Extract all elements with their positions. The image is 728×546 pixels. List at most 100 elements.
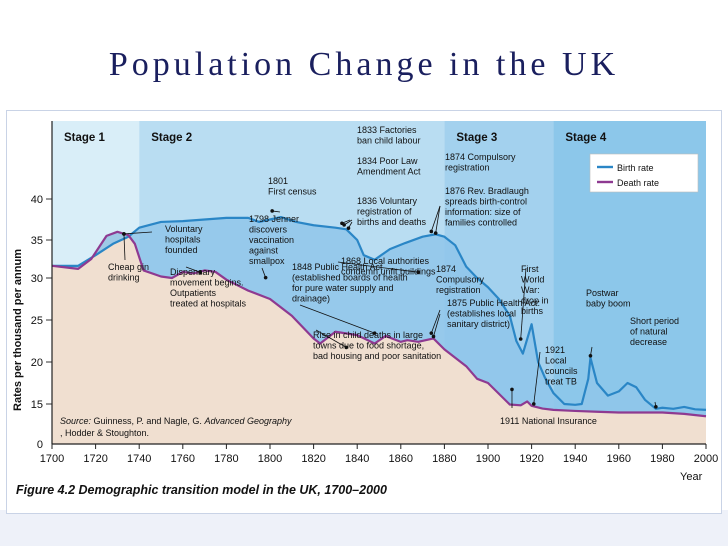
annotation-line: families controlled — [445, 218, 517, 228]
annotation-arrow — [520, 267, 527, 340]
annotation-line: councils — [545, 366, 578, 376]
annotation-arrowhead — [654, 405, 658, 409]
annotation-line: condemn unfit buildings — [341, 267, 436, 277]
annotation-text: 1868 Local authorities condemn unfit buil… — [341, 256, 436, 277]
y-tick-label: 0 — [37, 439, 43, 451]
annotation-line: treat TB — [545, 377, 577, 387]
annotation: Cheap gin drinking — [108, 232, 149, 283]
annotation-text: Rise in child deaths in large towns due t… — [313, 330, 441, 361]
annotation-line: sanitary district) — [447, 319, 510, 329]
annotation: Dispensary movement begins. Outpatients tre… — [170, 266, 247, 309]
x-tick-label: 1940 — [563, 453, 587, 465]
annotation-line: ban child labour — [357, 136, 421, 146]
annotation-line: treated at hospitals — [170, 299, 247, 309]
x-tick-label: 1900 — [476, 453, 500, 465]
annotation-arrowhead — [416, 270, 421, 275]
annotation-line: for pure water supply and — [292, 283, 394, 293]
source-prefix: Source: — [60, 416, 92, 426]
source-authors: Guinness, P. and Nagle, G. — [91, 416, 204, 426]
x-tick-label: 1820 — [301, 453, 325, 465]
annotation: 1921 Local councils treat TB — [531, 345, 578, 406]
stage-label-4: Stage 4 — [565, 132, 607, 144]
annotation-arrow — [430, 309, 441, 334]
annotation-line: War: — [521, 285, 540, 295]
stage-label-3: Stage 3 — [456, 132, 497, 144]
annotation-line: drop in — [521, 296, 549, 306]
annotation: 1868 Local authorities condemn unfit buil… — [337, 256, 436, 277]
annotation-arrow — [123, 231, 153, 235]
annotation-line: bad housing and poor sanitation — [313, 351, 441, 361]
x-tick-label: 1880 — [432, 453, 456, 465]
annotation-arrowhead — [346, 226, 351, 230]
y-tick-label: 40 — [31, 194, 43, 206]
annotation-line: spreads birth-control — [445, 197, 527, 207]
source-publisher: , Hodder & Stoughton. — [60, 428, 149, 438]
annotation-line: Cheap gin — [108, 262, 149, 272]
annotation-line: 1875 Public Health Act: — [447, 298, 540, 308]
death-rate-line — [51, 230, 707, 418]
annotation-line: towns due to food shortage, — [313, 341, 424, 351]
annotation-line: 1876 Rev. Bradlaugh — [445, 186, 529, 196]
annotation-line: against — [249, 246, 279, 256]
annotation-line: 1836 Voluntary — [357, 196, 418, 206]
annotation-text: 1801 First census — [268, 176, 317, 197]
annotation-line: First — [521, 264, 539, 274]
annotation-text: 1874 Compulsory registration — [436, 264, 485, 295]
annotation-line: decrease — [630, 337, 667, 347]
annotation-arrowhead — [431, 334, 436, 339]
annotation-line: Rise in child deaths in large — [313, 330, 423, 340]
annotation-text: 1834 Poor Law Amendment Act — [357, 156, 421, 177]
annotation-line: 1798 Jenner — [249, 214, 299, 224]
annotation-arrow — [337, 261, 419, 273]
stage-label-2: Stage 2 — [151, 132, 192, 144]
annotation-text: Voluntary hospitals founded — [165, 224, 203, 255]
annotation-line: births — [521, 306, 544, 316]
annotation-text: 1921 Local councils treat TB — [545, 345, 578, 387]
legend-label: Birth rate — [617, 163, 654, 173]
y-tick-label: 20 — [31, 357, 43, 369]
annotation-arrow — [435, 205, 441, 234]
annotation-line: 1834 Poor Law — [357, 156, 418, 166]
annotation-line: Compulsory — [436, 275, 485, 285]
natural-increase-area — [52, 217, 706, 417]
annotation-line: vaccination — [249, 235, 294, 245]
annotation-arrow — [430, 205, 441, 232]
annotation-text: Postwar baby boom — [586, 288, 631, 309]
annotation-line: 1848 Public Health Act — [292, 262, 383, 272]
annotation: 1848 Public Health Act (established board… — [292, 262, 408, 335]
annotation: Postwar baby boom — [586, 288, 631, 358]
annotation-arrowhead — [342, 223, 346, 227]
annotation-text: 1848 Public Health Act (established board… — [292, 262, 408, 304]
x-tick-label: 1840 — [345, 453, 369, 465]
annotation-text: 1798 Jenner discovers vaccination against sm… — [249, 214, 299, 266]
annotation-line: of natural — [630, 327, 668, 337]
annotation: 1876 Rev. Bradlaugh spreads birth-control… — [433, 186, 529, 235]
annotation: 1798 Jenner discovers vaccination against sm… — [249, 214, 299, 280]
annotation-line: Dispensary — [170, 267, 216, 277]
annotation-arrowhead — [531, 402, 536, 406]
annotation-text: Cheap gin drinking — [108, 262, 149, 283]
annotation-line: discovers — [249, 225, 288, 235]
grid-lines — [46, 198, 52, 405]
annotation-text: Dispensary movement begins. Outpatients tre… — [170, 267, 247, 309]
slide-title: Population Change in the UK — [108, 46, 620, 83]
axes: 1700 1720 1740 1760 1780 1800 1820 1840 1860 1880… — [31, 121, 718, 465]
annotation-arrowhead — [518, 337, 523, 341]
x-tick-label: 1740 — [127, 453, 151, 465]
x-axis-label: Year — [680, 471, 703, 483]
annotation-line: Voluntary — [165, 224, 203, 234]
annotation-line: drainage) — [292, 294, 330, 304]
x-tick-label: 1920 — [519, 453, 543, 465]
annotation-line: 1868 Local authorities — [341, 256, 430, 266]
annotation-text: 1911 National Insurance — [500, 416, 597, 426]
annotation-line: registration — [445, 163, 490, 173]
annotation-line: baby boom — [586, 299, 631, 309]
slide-bottom-band — [0, 510, 728, 546]
annotation-line: 1801 — [268, 176, 288, 186]
annotation: 1836 Voluntary registration of births and … — [346, 196, 427, 230]
stage-label-1: Stage 1 — [64, 132, 106, 144]
x-tick-label: 1980 — [650, 453, 674, 465]
annotation-arrowhead — [588, 354, 593, 358]
annotation-text: 1836 Voluntary registration of births and … — [357, 196, 427, 227]
